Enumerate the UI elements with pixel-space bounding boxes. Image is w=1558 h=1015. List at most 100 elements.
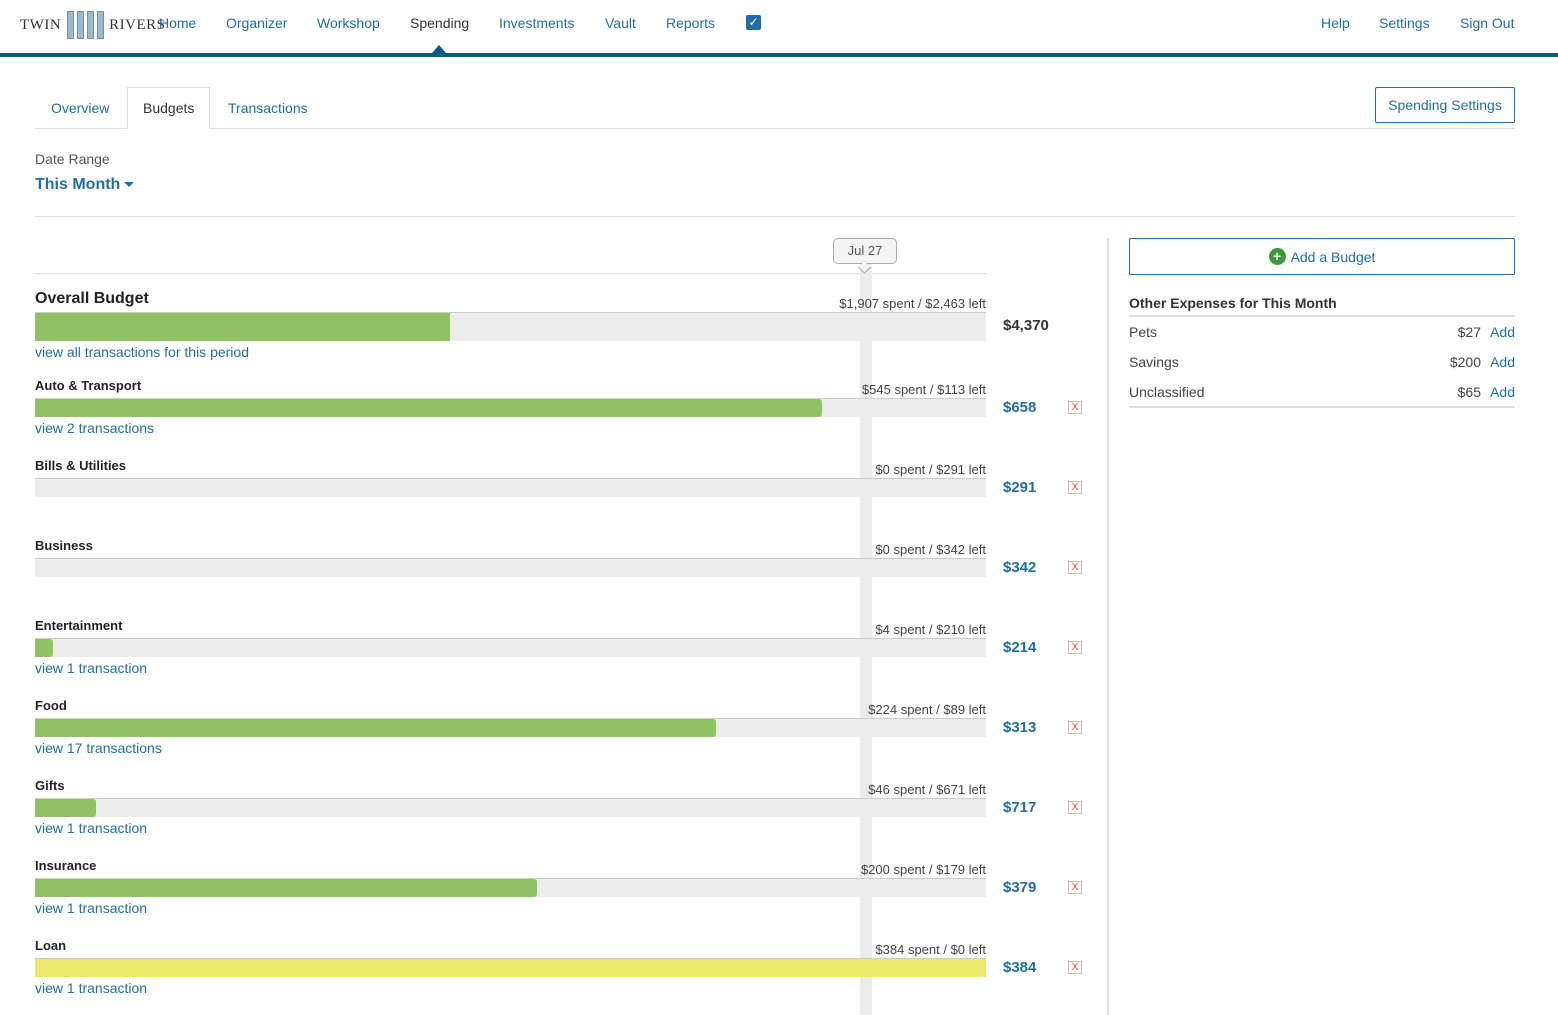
budget-amount[interactable]: $313 xyxy=(1003,719,1037,736)
delete-budget-icon[interactable]: X xyxy=(1068,881,1082,894)
budget-progress-track xyxy=(35,638,986,657)
delete-budget-icon[interactable]: X xyxy=(1068,801,1082,814)
tab-overview[interactable]: Overview xyxy=(51,100,110,116)
date-range-value: This Month xyxy=(35,176,121,193)
date-range-dropdown[interactable]: This Month xyxy=(35,176,135,194)
budget-name: Loan xyxy=(35,938,67,953)
logo-text-right: RIVERS xyxy=(109,16,166,33)
budget-progress-fill xyxy=(35,399,823,417)
budget-spent-text: $46 spent / $671 left xyxy=(868,782,986,797)
nav-vault[interactable]: Vault xyxy=(605,15,636,31)
nav-reports[interactable]: Reports xyxy=(666,15,716,31)
budget-progress-track xyxy=(35,558,986,577)
tab-transactions[interactable]: Transactions xyxy=(228,100,308,116)
budget-spent-text: $384 spent / $0 left xyxy=(875,942,986,957)
budget-name: Gifts xyxy=(35,778,65,793)
budget-spent-text: $224 spent / $89 left xyxy=(868,702,986,717)
budget-name: Bills & Utilities xyxy=(35,458,127,473)
budget-progress-track xyxy=(35,878,986,897)
overall-progress-track xyxy=(35,312,986,341)
budget-progress-track xyxy=(35,398,986,417)
delete-budget-icon[interactable]: X xyxy=(1068,481,1082,494)
budget-amount[interactable]: $384 xyxy=(1003,959,1037,976)
section-divider xyxy=(35,216,1515,217)
date-range-label: Date Range xyxy=(35,151,110,167)
budget-amount[interactable]: $342 xyxy=(1003,559,1037,576)
other-expense-row: Pets $27 Add xyxy=(1129,324,1515,340)
budget-progress-fill xyxy=(35,719,716,737)
tab-budgets[interactable]: Budgets xyxy=(143,100,195,116)
budget-progress-fill xyxy=(35,959,986,977)
other-expenses-title: Other Expenses for This Month xyxy=(1129,295,1337,311)
logo-text-left: TWIN xyxy=(20,16,62,33)
budget-amount[interactable]: $379 xyxy=(1003,879,1037,896)
other-expense-amount: $200 xyxy=(1449,354,1481,370)
nav-home[interactable]: Home xyxy=(159,15,197,31)
view-transactions-link[interactable]: view 1 transaction xyxy=(35,980,148,996)
other-expense-row: Unclassified $65 Add xyxy=(1129,384,1515,400)
nav-sign-out[interactable]: Sign Out xyxy=(1460,15,1515,31)
budget-progress-fill xyxy=(35,879,538,897)
delete-budget-icon[interactable]: X xyxy=(1068,401,1082,414)
logo-mark-icon xyxy=(63,9,107,41)
delete-budget-icon[interactable]: X xyxy=(1068,641,1082,654)
overall-progress-fill xyxy=(35,313,450,341)
vertical-divider xyxy=(1107,238,1109,1015)
tabs-divider xyxy=(35,128,1515,129)
add-budget-label: Add a Budget xyxy=(1290,248,1376,265)
budget-amount[interactable]: $717 xyxy=(1003,799,1037,816)
twin-rivers-logo[interactable]: TWIN RIVERS xyxy=(20,8,166,42)
budget-progress-track xyxy=(35,478,986,497)
budget-spent-text: $4 spent / $210 left xyxy=(875,622,986,637)
checkbox-icon[interactable]: ✓ xyxy=(746,15,761,30)
budget-progress-track xyxy=(35,958,986,977)
other-expense-row: Savings $200 Add xyxy=(1129,354,1515,370)
view-all-transactions-link[interactable]: view all transactions for this period xyxy=(35,344,249,360)
other-expense-name: Pets xyxy=(1129,324,1158,340)
view-transactions-link[interactable]: view 1 transaction xyxy=(35,900,148,916)
budget-amount[interactable]: $291 xyxy=(1003,479,1037,496)
view-transactions-link[interactable]: view 17 transactions xyxy=(35,740,162,756)
budget-progress-fill xyxy=(35,639,54,657)
add-expense-budget-link[interactable]: Add xyxy=(1490,324,1515,340)
add-expense-budget-link[interactable]: Add xyxy=(1490,384,1515,400)
budget-spent-text: $200 spent / $179 left xyxy=(860,862,986,877)
budget-progress-track xyxy=(35,798,986,817)
overall-budget-title: Overall Budget xyxy=(35,290,149,307)
active-tab-box xyxy=(127,87,210,129)
top-navigation: TWIN RIVERS Home Organizer Workshop Spen… xyxy=(0,0,1558,57)
budget-name: Insurance xyxy=(35,858,97,873)
other-expense-name: Unclassified xyxy=(1129,384,1205,400)
spending-settings-button[interactable]: Spending Settings xyxy=(1375,87,1515,123)
add-budget-button[interactable]: + Add a Budget xyxy=(1129,238,1515,275)
budget-amount[interactable]: $214 xyxy=(1003,639,1037,656)
delete-budget-icon[interactable]: X xyxy=(1068,961,1082,974)
nav-investments[interactable]: Investments xyxy=(499,15,575,31)
budget-spent-text: $0 spent / $291 left xyxy=(875,462,986,477)
view-transactions-link[interactable]: view 1 transaction xyxy=(35,660,148,676)
budget-amount[interactable]: $658 xyxy=(1003,399,1037,416)
other-expense-amount: $27 xyxy=(1457,324,1481,340)
budget-name: Entertainment xyxy=(35,618,123,633)
nav-organizer[interactable]: Organizer xyxy=(226,15,288,31)
nav-spending[interactable]: Spending xyxy=(410,15,470,31)
plus-circle-icon: + xyxy=(1268,248,1286,265)
nav-settings[interactable]: Settings xyxy=(1379,15,1430,31)
other-expense-amount: $65 xyxy=(1457,384,1481,400)
view-transactions-link[interactable]: view 2 transactions xyxy=(35,420,155,436)
other-expense-name: Savings xyxy=(1129,354,1179,370)
delete-budget-icon[interactable]: X xyxy=(1068,561,1082,574)
budget-header-line xyxy=(35,273,986,274)
other-expenses-bottom-line xyxy=(1129,406,1515,408)
budget-name: Business xyxy=(35,538,93,553)
other-expenses-top-line xyxy=(1129,315,1515,317)
budget-name: Food xyxy=(35,698,67,713)
active-nav-indicator-icon xyxy=(432,45,446,53)
budget-progress-track xyxy=(35,718,986,737)
add-expense-budget-link[interactable]: Add xyxy=(1490,354,1515,370)
view-transactions-link[interactable]: view 1 transaction xyxy=(35,820,148,836)
delete-budget-icon[interactable]: X xyxy=(1068,721,1082,734)
budget-progress-fill xyxy=(35,799,96,817)
nav-help[interactable]: Help xyxy=(1321,15,1350,31)
nav-workshop[interactable]: Workshop xyxy=(317,15,380,31)
